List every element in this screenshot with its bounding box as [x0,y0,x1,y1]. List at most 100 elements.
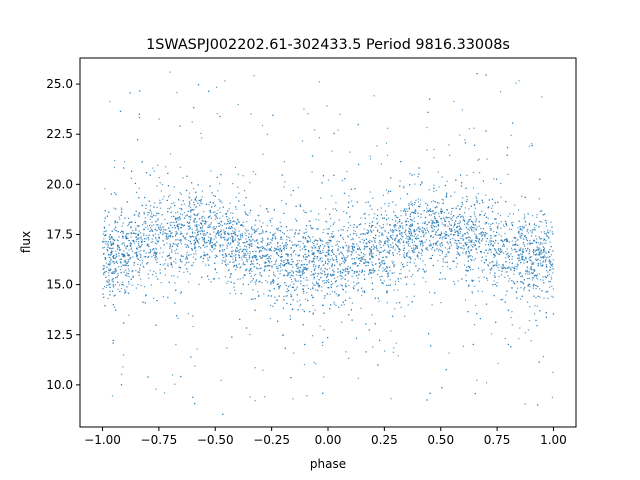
scatter-point [487,243,489,245]
scatter-point [401,233,403,235]
scatter-point [213,238,215,240]
scatter-point [306,291,308,294]
scatter-point [415,244,417,246]
scatter-point [335,202,337,204]
scatter-point [432,212,434,214]
scatter-point [536,285,538,287]
scatter-point [224,276,227,278]
scatter-point [108,261,111,263]
scatter-point [542,246,544,248]
scatter-point [259,233,261,235]
scatter-point [233,286,235,288]
scatter-point [175,212,177,214]
scatter-point [103,238,105,240]
scatter-point [398,248,400,250]
scatter-point [201,237,203,239]
scatter-point [285,263,287,265]
scatter-point [456,225,458,228]
scatter-point [399,225,401,227]
scatter-point [448,247,451,249]
scatter-point [490,244,492,246]
scatter-point [197,233,199,235]
scatter-point [210,281,212,283]
scatter-point [380,207,382,209]
scatter-point [333,221,336,224]
scatter-point [496,231,498,233]
scatter-point [220,230,222,233]
scatter-point [177,211,179,213]
scatter-point [532,215,534,217]
scatter-point [498,253,500,255]
scatter-point [416,238,418,240]
scatter-point [272,279,274,281]
scatter-point [214,243,216,245]
scatter-point [424,264,426,266]
scatter-point [103,231,105,233]
scatter-point [439,254,441,256]
scatter-point [422,222,424,224]
scatter-point [287,236,289,238]
scatter-point [396,253,398,255]
scatter-point [420,252,422,254]
scatter-point [540,262,542,264]
scatter-point [214,195,216,197]
scatter-point [251,226,253,228]
scatter-point [112,241,114,243]
scatter-point [512,244,514,246]
scatter-point [107,254,109,256]
scatter-point [401,225,403,227]
scatter-point [266,258,268,260]
scatter-point [111,395,114,397]
scatter-point [444,261,446,263]
scatter-point [455,217,458,219]
scatter-point [468,229,470,231]
scatter-point [221,249,223,251]
scatter-point [464,212,466,214]
scatter-point [174,235,177,237]
scatter-point [373,245,375,247]
scatter-point [371,240,373,242]
scatter-point [529,243,531,245]
scatter-point [286,245,288,247]
scatter-point [151,238,153,240]
scatter-point [156,243,158,245]
scatter-point [547,256,549,258]
scatter-point [360,307,362,309]
scatter-point [382,226,384,228]
scatter-point [397,217,399,219]
scatter-point [469,241,472,243]
scatter-point [551,295,553,297]
scatter-point [251,233,253,235]
scatter-point [231,221,233,223]
scatter-point [411,225,413,227]
scatter-point [103,227,106,229]
scatter-point [338,253,340,255]
scatter-point [263,293,265,295]
scatter-point [545,312,547,314]
scatter-point [128,239,130,242]
scatter-point [444,184,446,187]
scatter-point [481,271,484,273]
scatter-point [438,248,440,250]
scatter-point [174,243,176,245]
scatter-point [112,243,114,245]
scatter-point [392,262,394,264]
scatter-point [183,236,185,238]
scatter-point [451,219,453,221]
scatter-point [304,267,306,269]
scatter-point [238,244,240,246]
scatter-point [359,254,361,257]
scatter-point [535,277,537,279]
scatter-point [413,235,415,237]
scatter-point [242,242,244,244]
scatter-point [408,243,410,245]
scatter-point [403,256,405,258]
scatter-point [434,207,436,209]
scatter-point [356,275,358,277]
scatter-point [135,240,137,242]
scatter-point [105,286,107,288]
scatter-point [476,252,478,254]
scatter-point [500,248,502,250]
scatter-point [315,289,317,291]
scatter-point [468,128,470,130]
